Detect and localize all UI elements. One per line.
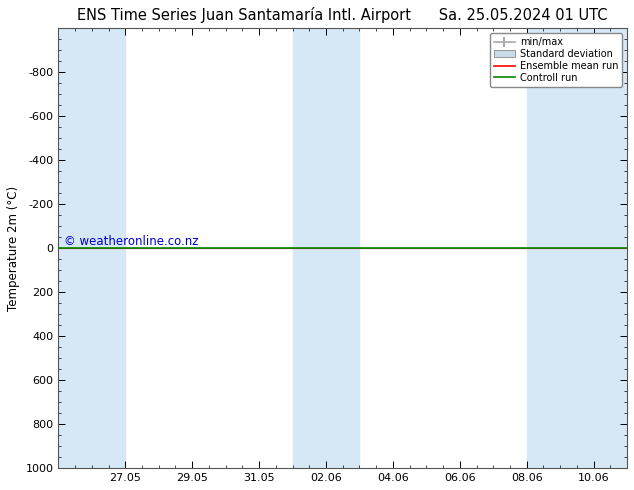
Bar: [527, 28, 560, 468]
Text: © weatheronline.co.nz: © weatheronline.co.nz: [64, 235, 198, 248]
Bar: [560, 28, 593, 468]
Legend: min/max, Standard deviation, Ensemble mean run, Controll run: min/max, Standard deviation, Ensemble me…: [489, 33, 622, 87]
Bar: [58, 28, 92, 468]
Y-axis label: Temperature 2m (°C): Temperature 2m (°C): [7, 186, 20, 311]
Bar: [593, 28, 627, 468]
Title: ENS Time Series Juan Santamaría Intl. Airport      Sa. 25.05.2024 01 UTC: ENS Time Series Juan Santamaría Intl. Ai…: [77, 7, 608, 23]
Bar: [292, 28, 326, 468]
Bar: [326, 28, 359, 468]
Bar: [92, 28, 126, 468]
